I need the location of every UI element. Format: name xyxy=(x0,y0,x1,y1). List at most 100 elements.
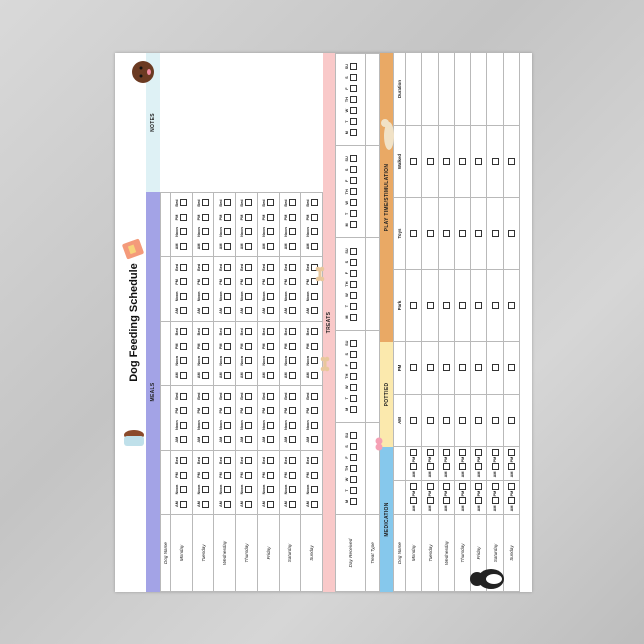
checkbox[interactable] xyxy=(267,471,275,479)
checkbox[interactable] xyxy=(223,278,231,286)
checkbox[interactable] xyxy=(202,292,210,300)
checkbox[interactable] xyxy=(349,129,357,137)
checkbox[interactable] xyxy=(288,371,296,379)
checkbox[interactable] xyxy=(349,394,357,402)
checkbox[interactable] xyxy=(410,302,418,309)
checkbox[interactable] xyxy=(459,230,467,237)
checkbox[interactable] xyxy=(349,63,357,71)
checkbox[interactable] xyxy=(491,364,499,372)
checkbox[interactable] xyxy=(310,213,318,221)
checkbox[interactable] xyxy=(202,436,210,444)
checkbox[interactable] xyxy=(202,392,210,400)
notes-area[interactable] xyxy=(160,53,323,192)
checkbox[interactable] xyxy=(349,291,357,299)
checkbox[interactable] xyxy=(180,292,188,300)
checkbox[interactable] xyxy=(349,199,357,207)
checkbox[interactable] xyxy=(223,307,231,315)
checkbox[interactable] xyxy=(442,417,450,424)
checkbox[interactable] xyxy=(180,486,188,494)
checkbox[interactable] xyxy=(223,486,231,494)
checkbox[interactable] xyxy=(349,177,357,185)
checkbox[interactable] xyxy=(310,199,318,207)
treat-cell[interactable] xyxy=(365,330,380,423)
checkbox[interactable] xyxy=(245,486,253,494)
checkbox[interactable] xyxy=(245,278,253,286)
checkbox[interactable] xyxy=(426,230,434,237)
checkbox[interactable] xyxy=(267,278,275,286)
checkbox[interactable] xyxy=(245,328,253,336)
checkbox[interactable] xyxy=(349,221,357,229)
checkbox[interactable] xyxy=(202,500,210,508)
checkbox[interactable] xyxy=(475,463,483,471)
checkbox[interactable] xyxy=(288,213,296,221)
checkbox[interactable] xyxy=(310,242,318,250)
checkbox[interactable] xyxy=(223,328,231,336)
checkbox[interactable] xyxy=(223,436,231,444)
checkbox[interactable] xyxy=(202,278,210,286)
checkbox[interactable] xyxy=(267,486,275,494)
checkbox[interactable] xyxy=(442,302,450,309)
checkbox[interactable] xyxy=(491,230,499,237)
checkbox[interactable] xyxy=(202,471,210,479)
checkbox[interactable] xyxy=(410,448,418,456)
checkbox[interactable] xyxy=(410,230,418,237)
checkbox[interactable] xyxy=(245,263,253,271)
checkbox[interactable] xyxy=(288,307,296,315)
checkbox[interactable] xyxy=(245,228,253,236)
checkbox[interactable] xyxy=(267,436,275,444)
checkbox[interactable] xyxy=(223,292,231,300)
checkbox[interactable] xyxy=(267,500,275,508)
dog-name-field[interactable] xyxy=(160,385,171,451)
checkbox[interactable] xyxy=(223,213,231,221)
checkbox[interactable] xyxy=(507,230,515,237)
checkbox[interactable] xyxy=(475,482,483,490)
checkbox[interactable] xyxy=(491,302,499,309)
checkbox[interactable] xyxy=(310,471,318,479)
checkbox[interactable] xyxy=(349,166,357,174)
checkbox[interactable] xyxy=(310,328,318,336)
checkbox[interactable] xyxy=(349,280,357,288)
dog-name-field[interactable] xyxy=(393,446,406,481)
checkbox[interactable] xyxy=(426,482,434,490)
checkbox[interactable] xyxy=(288,342,296,350)
checkbox[interactable] xyxy=(349,269,357,277)
checkbox[interactable] xyxy=(349,107,357,115)
checkbox[interactable] xyxy=(267,392,275,400)
checkbox[interactable] xyxy=(310,407,318,415)
dog-name-field[interactable] xyxy=(393,480,406,515)
checkbox[interactable] xyxy=(267,263,275,271)
checkbox[interactable] xyxy=(180,357,188,365)
checkbox[interactable] xyxy=(245,436,253,444)
checkbox[interactable] xyxy=(245,407,253,415)
checkbox[interactable] xyxy=(410,463,418,471)
checkbox[interactable] xyxy=(223,263,231,271)
checkbox[interactable] xyxy=(267,199,275,207)
checkbox[interactable] xyxy=(267,421,275,429)
checkbox[interactable] xyxy=(267,307,275,315)
checkbox[interactable] xyxy=(180,471,188,479)
checkbox[interactable] xyxy=(202,486,210,494)
checkbox[interactable] xyxy=(349,96,357,104)
checkbox[interactable] xyxy=(288,407,296,415)
checkbox[interactable] xyxy=(245,292,253,300)
checkbox[interactable] xyxy=(288,357,296,365)
checkbox[interactable] xyxy=(507,158,515,165)
checkbox[interactable] xyxy=(459,463,467,471)
checkbox[interactable] xyxy=(426,364,434,372)
checkbox[interactable] xyxy=(180,228,188,236)
checkbox[interactable] xyxy=(349,313,357,321)
checkbox[interactable] xyxy=(267,292,275,300)
checkbox[interactable] xyxy=(202,457,210,465)
checkbox[interactable] xyxy=(180,392,188,400)
checkbox[interactable] xyxy=(491,463,499,471)
checkbox[interactable] xyxy=(180,328,188,336)
checkbox[interactable] xyxy=(202,199,210,207)
checkbox[interactable] xyxy=(245,471,253,479)
checkbox[interactable] xyxy=(426,302,434,309)
checkbox[interactable] xyxy=(180,500,188,508)
play-cell[interactable] xyxy=(454,52,471,126)
checkbox[interactable] xyxy=(310,457,318,465)
checkbox[interactable] xyxy=(202,371,210,379)
checkbox[interactable] xyxy=(180,371,188,379)
checkbox[interactable] xyxy=(475,364,483,372)
